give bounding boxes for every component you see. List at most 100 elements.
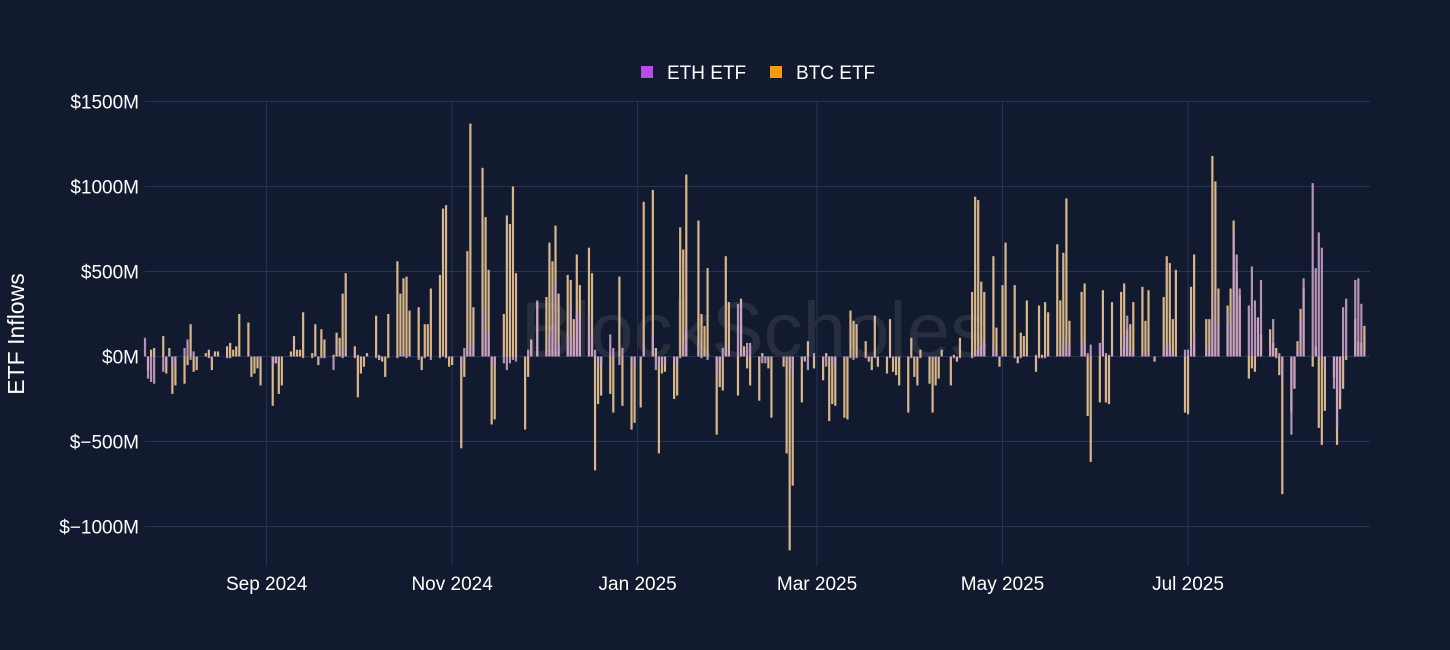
- btc-etf-bar: [490, 356, 493, 425]
- eth-etf-bar: [657, 356, 661, 367]
- btc-etf-bar: [1311, 356, 1314, 367]
- eth-etf-bar: [895, 356, 898, 359]
- eth-etf-bar: [727, 353, 730, 357]
- eth-etf-bar: [162, 356, 165, 372]
- eth-etf-bar: [1056, 354, 1059, 357]
- eth-etf-bar: [1238, 288, 1241, 357]
- btc-etf-bar: [344, 273, 347, 357]
- eth-etf-bar: [1040, 356, 1044, 359]
- eth-etf-bar: [600, 356, 603, 365]
- eth-etf-bar: [484, 332, 487, 357]
- eth-etf-bar: [974, 349, 977, 357]
- eth-etf-bar: [1314, 268, 1317, 357]
- legend-item-btc[interactable]: BTC ETF: [770, 63, 875, 84]
- eth-etf-bar: [676, 356, 679, 365]
- btc-etf-bar: [706, 268, 709, 357]
- btc-etf-bar: [1019, 332, 1022, 357]
- eth-etf-bar: [314, 354, 317, 357]
- btc-etf-bar: [292, 336, 296, 357]
- btc-etf-bar: [727, 302, 730, 357]
- eth-etf-bar: [447, 356, 451, 359]
- btc-etf-bar: [247, 322, 250, 357]
- x-tick-label: Jul 2025: [1152, 574, 1224, 595]
- eth-etf-bar: [554, 283, 557, 357]
- btc-etf-bar: [910, 337, 913, 357]
- eth-etf-bar: [1083, 342, 1086, 357]
- btc-etf-bar: [466, 251, 469, 357]
- btc-etf-bar: [502, 314, 505, 357]
- btc-etf-bar: [447, 356, 451, 367]
- eth-etf-bar: [898, 356, 901, 359]
- legend-item-eth[interactable]: ETH ETF: [641, 63, 746, 84]
- eth-etf-bar: [1086, 353, 1089, 357]
- btc-etf-bar: [381, 356, 384, 362]
- btc-etf-bar: [843, 356, 846, 418]
- x-axis: Sep 2024 Nov 2024 Jan 2025 Mar 2025 May 2025…: [226, 574, 1224, 595]
- btc-etf-bar: [250, 356, 253, 377]
- btc-etf-bar: [1342, 356, 1345, 389]
- eth-etf-bar: [761, 356, 764, 364]
- eth-etf-bar: [1059, 353, 1062, 357]
- btc-etf-bar: [572, 319, 575, 357]
- legend[interactable]: ETH ETF BTC ETF: [641, 63, 875, 84]
- eth-etf-bar: [612, 348, 615, 357]
- btc-etf-bar: [277, 356, 280, 394]
- eth-etf-bar: [1132, 353, 1135, 357]
- btc-etf-bar: [298, 349, 302, 357]
- btc-etf-bar: [210, 356, 213, 371]
- eth-etf-bar: [822, 356, 825, 360]
- btc-etf-bar: [1004, 242, 1007, 357]
- eth-etf-bar: [907, 356, 910, 359]
- eth-etf-bar: [1342, 307, 1345, 357]
- eth-etf-bar: [849, 356, 852, 359]
- eth-etf-bar: [466, 348, 469, 357]
- eth-etf-bar: [867, 356, 870, 359]
- eth-etf-bar: [700, 356, 703, 359]
- eth-etf-bar: [1062, 346, 1065, 357]
- eth-etf-bar: [913, 356, 916, 359]
- btc-etf-bar: [323, 339, 326, 357]
- btc-etf-bar: [149, 349, 153, 357]
- btc-etf-bar: [1171, 319, 1174, 357]
- eth-etf-bar: [910, 356, 913, 359]
- btc-etf-bar: [846, 356, 849, 420]
- btc-etf-bar: [1101, 290, 1104, 357]
- eth-etf-bar: [1025, 354, 1028, 357]
- eth-etf-bar: [548, 334, 551, 357]
- btc-etf-bar: [895, 356, 898, 376]
- btc-etf-bar: [335, 332, 338, 357]
- btc-etf-bar: [654, 348, 657, 357]
- eth-etf-bar: [1299, 319, 1302, 357]
- eth-etf-bar: [1110, 353, 1114, 357]
- eth-etf-bar: [742, 353, 746, 357]
- btc-etf-bar: [481, 167, 484, 357]
- btc-etf-bar: [472, 307, 475, 357]
- btc-etf-bar: [232, 349, 235, 357]
- btc-etf-bar: [931, 356, 934, 413]
- x-tick-label: Mar 2025: [777, 574, 857, 595]
- btc-etf-bar: [1065, 198, 1068, 357]
- eth-etf-bar: [654, 356, 657, 371]
- btc-etf-bar: [767, 356, 770, 369]
- btc-etf-bar: [359, 356, 363, 374]
- eth-etf-bar: [864, 356, 867, 359]
- eth-etf-bars: [143, 183, 1366, 435]
- btc-etf-bar: [800, 356, 803, 403]
- btc-etf-bar: [1098, 356, 1101, 403]
- eth-etf-bar: [590, 334, 594, 357]
- eth-etf-bar: [149, 356, 153, 382]
- btc-etf-bar: [1162, 297, 1165, 357]
- eth-etf-bar: [1235, 254, 1238, 357]
- eth-etf-bar: [609, 334, 612, 357]
- btc-etf-bar: [785, 356, 788, 454]
- eth-etf-bar: [1296, 349, 1299, 357]
- btc-etf-bar: [207, 349, 210, 357]
- btc-etf-bar: [484, 217, 487, 357]
- btc-etf-bar: [812, 356, 816, 369]
- btc-etf-bar: [977, 200, 980, 357]
- eth-etf-bar: [1217, 322, 1220, 357]
- eth-etf-bar: [876, 356, 879, 359]
- eth-etf-bar: [1162, 349, 1165, 357]
- eth-etf-bar: [1013, 356, 1016, 359]
